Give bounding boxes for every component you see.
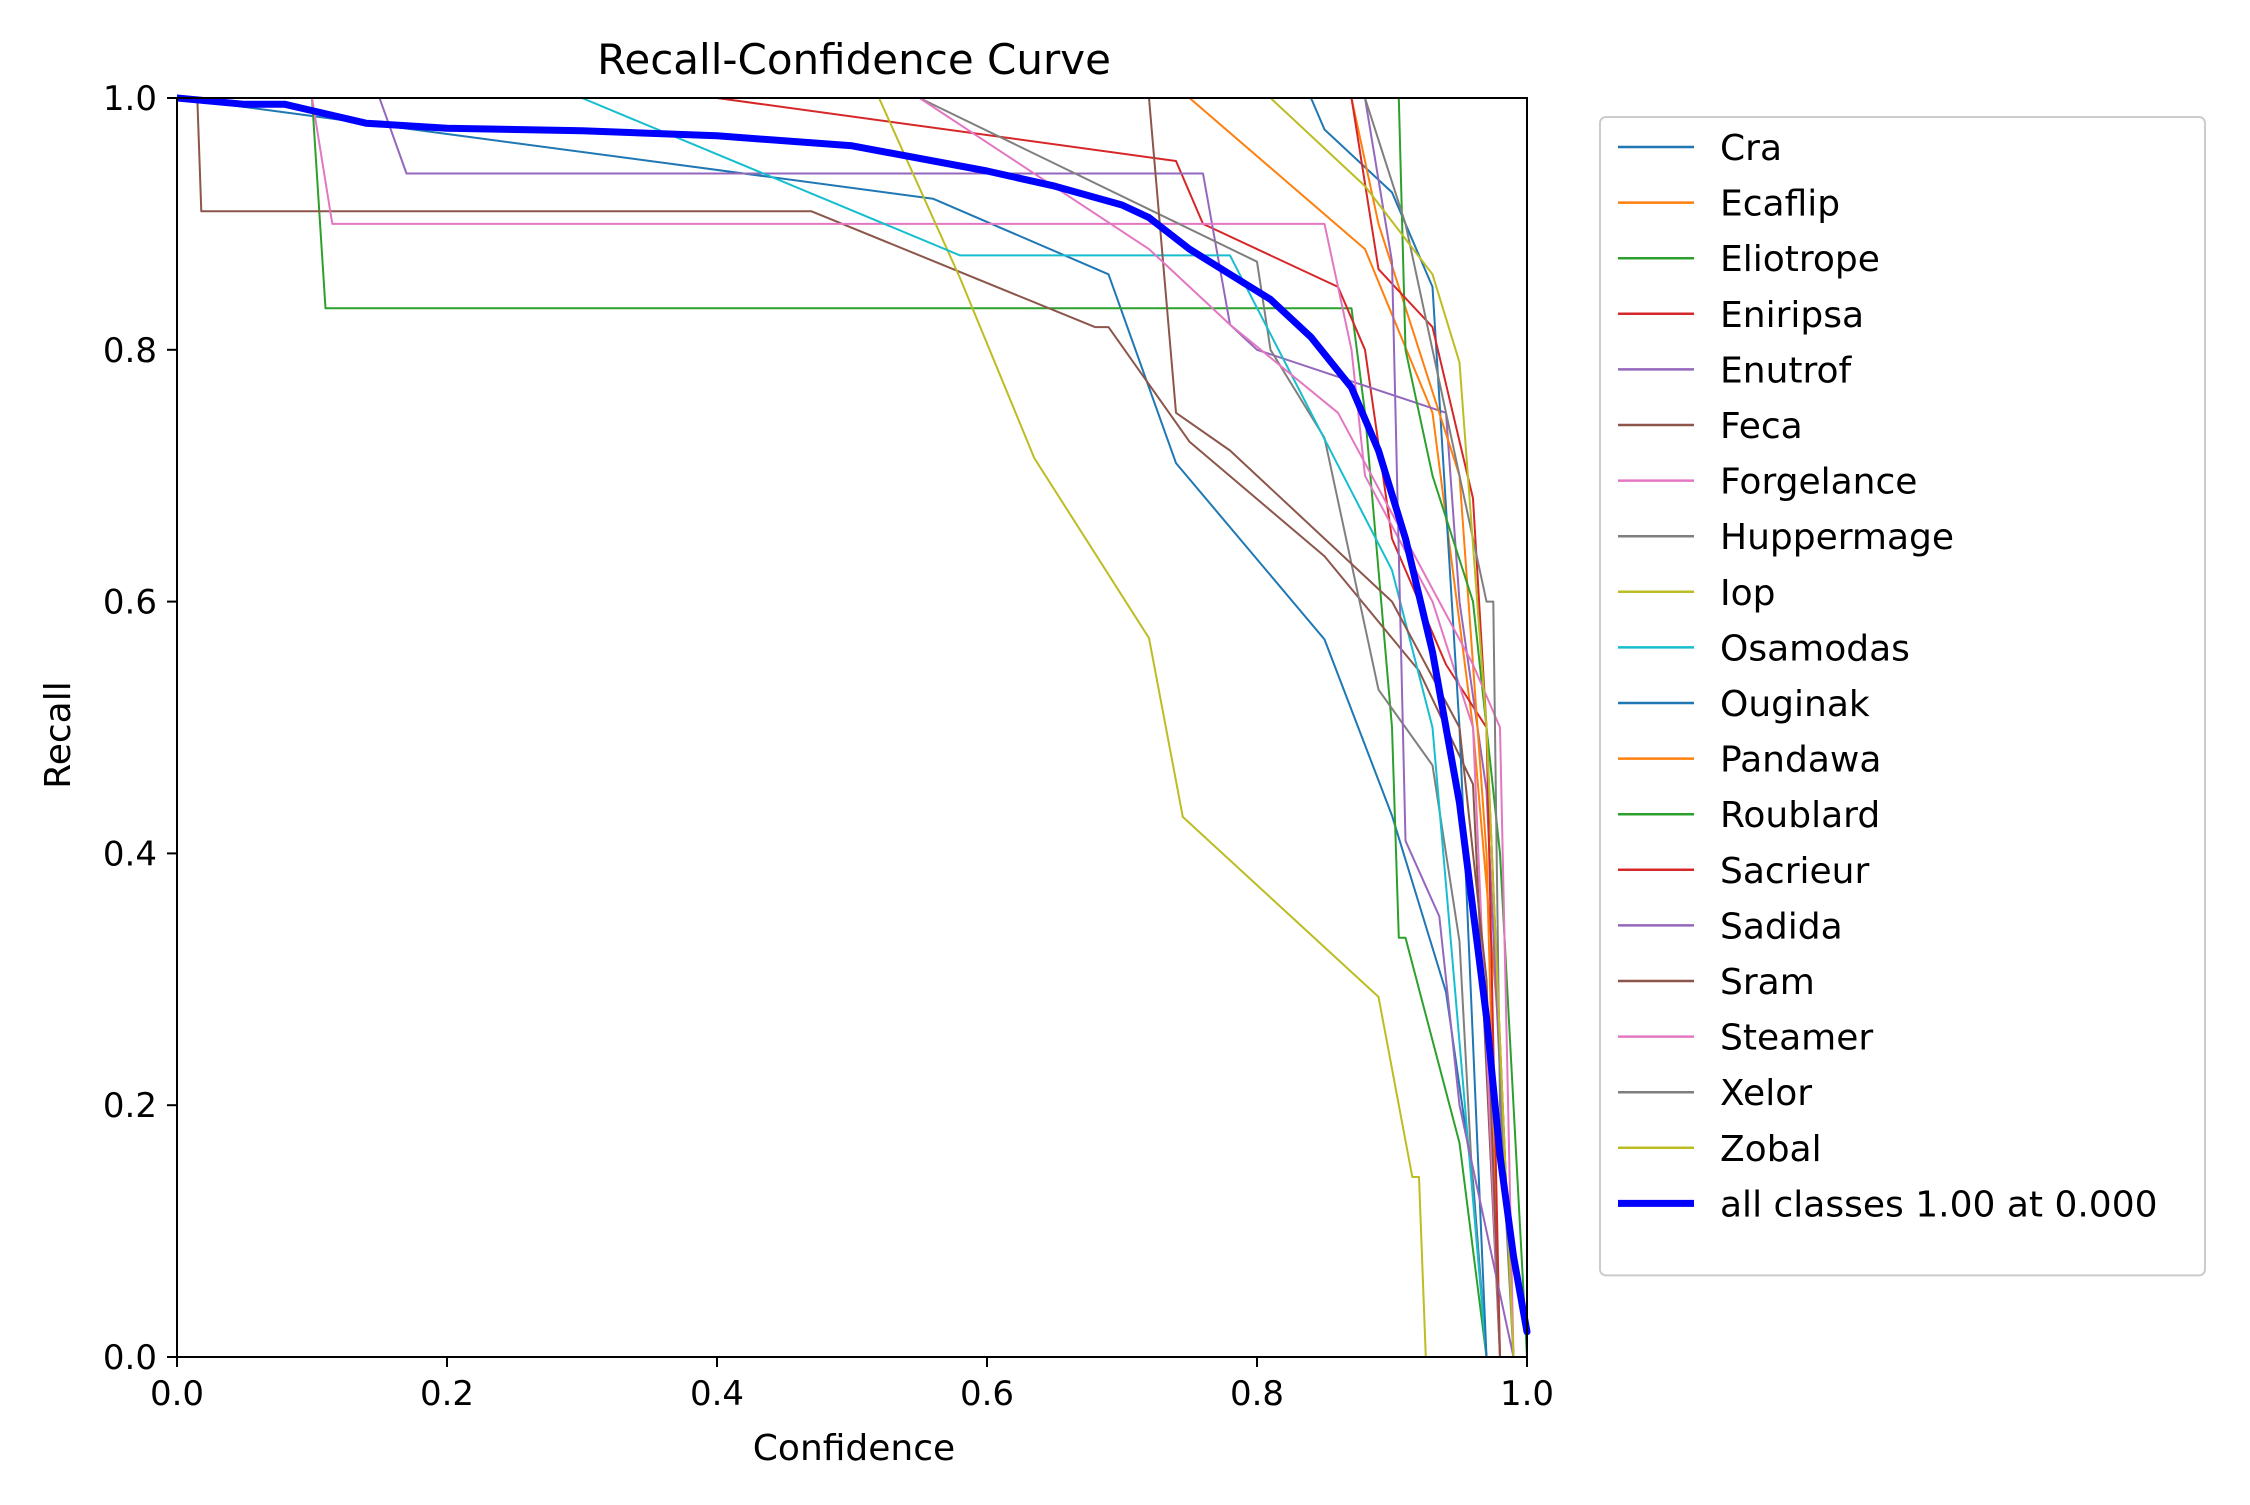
series-line-iop: [177, 97, 1427, 1358]
series-line-eliotrope: [177, 97, 1488, 1358]
legend-label-forgelance: Forgelance: [1720, 462, 1917, 503]
legend-label-zobal: Zobal: [1720, 1129, 1822, 1170]
series-line-forgelance: [177, 97, 1501, 1358]
legend-label-xelor: Xelor: [1720, 1073, 1812, 1114]
chart-title: Recall-Confidence Curve: [597, 35, 1111, 84]
series-line-sram: [177, 97, 1501, 1358]
x-tick-label: 0.2: [420, 1374, 474, 1414]
series-line-cra: [177, 97, 1488, 1358]
legend-label-ouginak: Ouginak: [1720, 684, 1870, 725]
series-line-all-classes-1-00-at-0-000: [177, 94, 1531, 1336]
series-line-feca: [177, 97, 1501, 1358]
x-axis-label: Confidence: [753, 1428, 955, 1469]
legend-label-sadida: Sadida: [1720, 906, 1843, 947]
y-tick-label: 0.2: [103, 1086, 157, 1126]
series-line-huppermage: [177, 97, 1488, 1358]
series-line-sacrieur: [177, 97, 1501, 1358]
legend-label-cra: Cra: [1720, 128, 1782, 169]
axes-layer: 0.0 0.2 0.4 0.6 0.8 1.0 0.0 0.2 0.4 0.6 0.8 1.0: [103, 79, 1554, 1414]
legend-label-enutrof: Enutrof: [1720, 350, 1853, 391]
series-line-xelor: [177, 97, 1515, 1358]
legend-label-sram: Sram: [1720, 962, 1815, 1003]
y-axis-label: Recall: [38, 681, 79, 788]
y-tick-label: 0.4: [103, 834, 157, 874]
series-line-eniripsa: [177, 97, 1515, 1358]
x-tick-label: 0.6: [960, 1374, 1014, 1414]
y-tick-label: 0.8: [103, 331, 157, 371]
legend-label-roublard: Roublard: [1720, 795, 1880, 836]
legend-label-sacrieur: Sacrieur: [1720, 851, 1869, 892]
legend-label-eliotrope: Eliotrope: [1720, 239, 1880, 280]
series-layer: [177, 94, 1531, 1358]
series-line-ecaflip: [177, 97, 1515, 1358]
legend-label-all-classes-1-00-at-0-000: all classes 1.00 at 0.000: [1720, 1184, 2158, 1225]
legend-label-iop: Iop: [1720, 573, 1776, 614]
x-tick-label: 0.8: [1230, 1374, 1284, 1414]
series-line-sadida: [177, 97, 1515, 1358]
x-tick-label: 1.0: [1500, 1374, 1554, 1414]
legend-label-feca: Feca: [1720, 406, 1803, 447]
legend-label-eniripsa: Eniripsa: [1720, 295, 1864, 336]
series-line-roublard: [177, 97, 1528, 1358]
legend-box: [1599, 116, 2206, 1277]
series-line-pandawa: [177, 97, 1501, 1358]
series-line-enutrof: [177, 97, 1515, 1358]
legend-label-huppermage: Huppermage: [1720, 517, 1954, 558]
series-line-ouginak: [177, 97, 1488, 1358]
legend: Cra Ecaflip Eliotrope Eniripsa Enutrof Feca Fo…: [1599, 116, 2206, 1277]
legend-label-osamodas: Osamodas: [1720, 628, 1910, 669]
y-tick-label: 0.6: [103, 583, 157, 623]
legend-label-steamer: Steamer: [1720, 1018, 1873, 1059]
x-tick-label: 0.4: [690, 1374, 744, 1414]
y-tick-label: 1.0: [103, 79, 157, 119]
y-tick-label: 0.0: [103, 1338, 157, 1378]
legend-label-ecaflip: Ecaflip: [1720, 184, 1840, 225]
series-line-steamer: [177, 97, 1515, 1358]
x-tick-label: 0.0: [150, 1374, 204, 1414]
series-line-osamodas: [177, 97, 1488, 1358]
legend-label-pandawa: Pandawa: [1720, 740, 1881, 781]
series-line-zobal: [177, 97, 1515, 1358]
plot-frame: [176, 97, 1528, 1358]
